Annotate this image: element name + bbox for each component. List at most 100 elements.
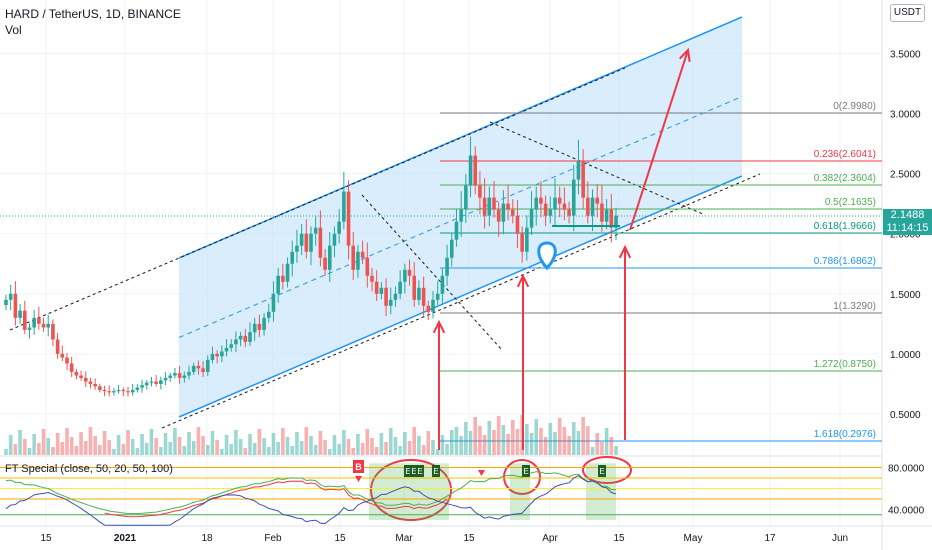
volume-bar (281, 428, 285, 455)
countdown-timer: 11:14:15 (886, 222, 929, 234)
time-axis-label: May (684, 533, 703, 544)
candle-body (234, 339, 238, 345)
volume-bar (79, 432, 83, 455)
price-axis-label: 2.5000 (890, 170, 921, 181)
candle-body (426, 305, 431, 312)
volume-bar (215, 440, 219, 455)
candle-body (454, 221, 459, 240)
indicator-label: FT Special (close, 50, 20, 50, 100) (5, 463, 173, 475)
candle-body (32, 317, 36, 328)
candle-body (215, 353, 219, 357)
volume-bar (318, 431, 323, 455)
volume-bar (426, 431, 431, 455)
volume-bar (55, 433, 60, 455)
candle-body (69, 363, 74, 372)
candle-body (384, 287, 388, 306)
volume-bar (440, 435, 445, 455)
volume-bar (379, 433, 384, 455)
volume-bar (417, 436, 421, 455)
candle-body (154, 381, 158, 384)
candle-body (163, 377, 168, 381)
volume-bar (431, 440, 435, 455)
volume-bar (403, 432, 407, 455)
fib-retracement[interactable]: 0(2.9980) 0.236(2.6041) 0.382(2.3604) 0.5(2… (440, 101, 882, 442)
volume-bar (135, 448, 140, 455)
volume-bar (154, 438, 158, 455)
volume-bar (562, 427, 567, 455)
volume-bar (501, 425, 506, 455)
target-arrow (629, 49, 689, 231)
volume-bar (8, 435, 13, 455)
candle-body (107, 391, 112, 393)
volume-bar (41, 429, 46, 455)
exit-marker-label: E (433, 467, 438, 476)
trend-channel[interactable] (9, 16, 761, 429)
candle-body (187, 371, 191, 376)
volume-bar (356, 434, 360, 455)
candle-body (534, 197, 539, 210)
volume-bar (346, 439, 351, 455)
fib-level-label: 1(1.3290) (833, 301, 876, 312)
fib-level-label: 1.618(0.2976) (814, 429, 876, 440)
volume-bar (107, 440, 112, 455)
volume-bar (121, 444, 126, 455)
volume-bar (464, 422, 468, 455)
time-axis-label: Mar (395, 533, 413, 544)
exit-marker-label: E (405, 467, 410, 476)
up-arrow-head (432, 319, 446, 334)
candle-body (257, 323, 262, 330)
candle-body (281, 275, 285, 282)
volume-bar (435, 449, 440, 455)
volume-bar (576, 431, 581, 455)
volume-bar (590, 447, 595, 455)
indicator-axis-label: 80.0000 (888, 464, 925, 475)
candle-body (276, 275, 280, 294)
volume-bar (412, 427, 417, 455)
candle-body (374, 281, 379, 294)
sell-triangle (478, 470, 485, 476)
volume-bar (393, 437, 398, 455)
candle-body (567, 209, 571, 216)
indicator-zone (510, 463, 530, 520)
time-axis-label: Jun (832, 533, 848, 544)
candle-body (407, 269, 412, 276)
volume-bar (515, 429, 520, 455)
location-pin-icon (537, 241, 557, 271)
volume-bar (144, 443, 149, 455)
candle-body (177, 373, 182, 378)
currency-button[interactable]: USDT (890, 4, 925, 22)
candle-body (576, 161, 581, 180)
volume-bar (525, 424, 529, 455)
candle-body (543, 203, 548, 216)
volume-bar (332, 435, 337, 455)
candle-body (126, 391, 130, 393)
candle-body (121, 389, 126, 392)
exit-marker (404, 465, 412, 477)
fib-level-label: 0(2.9980) (833, 101, 876, 112)
volume-bar (205, 445, 210, 455)
candle-body (182, 375, 187, 378)
candle-body (590, 197, 595, 216)
volume-bar (248, 434, 252, 455)
volume-bar (478, 426, 482, 455)
volume-bar (83, 441, 88, 455)
volume-bar (257, 429, 262, 455)
volume-bar (65, 428, 69, 455)
exit-marker (410, 465, 418, 477)
volume-bar (159, 447, 163, 455)
candle-body (548, 209, 553, 216)
candle-body (351, 245, 356, 270)
annotation-drawings[interactable] (370, 47, 691, 521)
highlight-circle (370, 459, 452, 521)
candle-body (365, 257, 370, 276)
volume-bar (539, 428, 543, 455)
candle-body (135, 387, 140, 390)
indicator-line-green (5, 471, 617, 515)
candle-body (238, 335, 243, 340)
indicator-line-red (104, 480, 448, 518)
candle-body (295, 245, 299, 252)
highlight-circle (503, 459, 541, 495)
candle-body (83, 377, 88, 382)
candle-body (55, 339, 60, 354)
